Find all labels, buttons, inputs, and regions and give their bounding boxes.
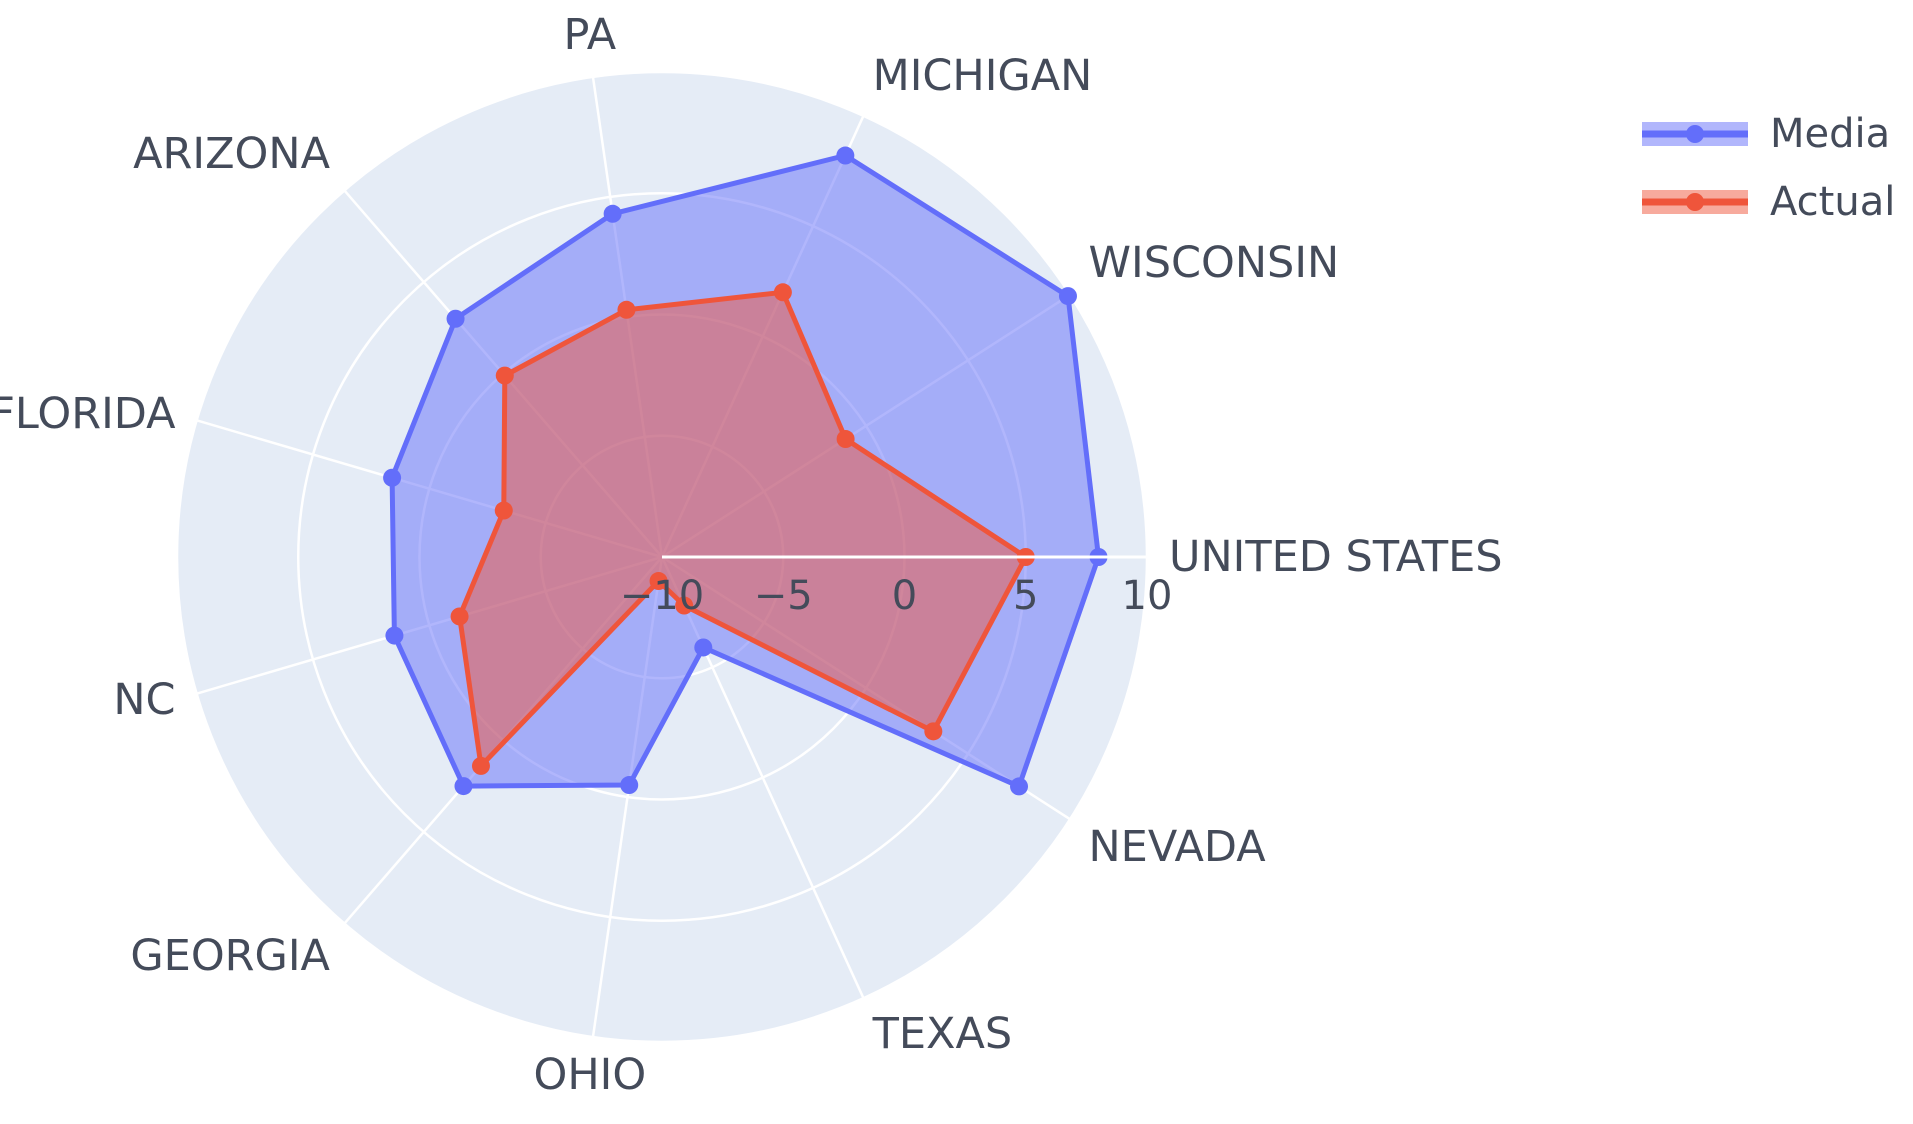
legend-item-actual[interactable]: Actual bbox=[1640, 168, 1895, 236]
legend-swatch-actual bbox=[1642, 190, 1748, 214]
data-point-actual[interactable] bbox=[494, 501, 513, 520]
data-point-media[interactable] bbox=[454, 777, 473, 796]
category-label: NC bbox=[113, 675, 175, 725]
data-point-media[interactable] bbox=[385, 626, 404, 645]
data-point-media[interactable] bbox=[1058, 287, 1077, 306]
series-line-media bbox=[389, 153, 1101, 789]
legend-swatch-media bbox=[1642, 122, 1748, 146]
radial-tick-label: −10 bbox=[620, 573, 704, 619]
data-point-actual[interactable] bbox=[649, 572, 668, 591]
data-point-media[interactable] bbox=[446, 309, 465, 328]
data-point-actual[interactable] bbox=[924, 722, 943, 741]
category-label: TEXAS bbox=[872, 1009, 1013, 1059]
radial-axis: −10 −5 0 5 10 bbox=[620, 555, 1173, 619]
radial-tick-label: 5 bbox=[1013, 573, 1038, 619]
legend-label-media: Media bbox=[1770, 111, 1891, 157]
legend: Media Actual bbox=[1640, 100, 1895, 236]
data-point-actual[interactable] bbox=[617, 300, 636, 319]
category-label: GEORGIA bbox=[130, 931, 330, 981]
data-point-actual[interactable] bbox=[495, 366, 514, 385]
data-point-media[interactable] bbox=[620, 776, 639, 795]
series-layer bbox=[383, 146, 1108, 796]
data-point-actual[interactable] bbox=[450, 607, 469, 626]
data-point-actual[interactable] bbox=[773, 283, 792, 302]
data-point-media[interactable] bbox=[694, 638, 713, 657]
series-line-actual bbox=[457, 289, 1029, 769]
category-label: OHIO bbox=[533, 1050, 646, 1100]
data-point-media[interactable] bbox=[603, 204, 622, 223]
data-point-media[interactable] bbox=[383, 468, 402, 487]
data-point-media[interactable] bbox=[836, 146, 855, 165]
data-point-actual[interactable] bbox=[675, 596, 694, 615]
category-label: FLORIDA bbox=[0, 389, 176, 439]
category-label: WISCONSIN bbox=[1089, 238, 1340, 288]
data-point-media[interactable] bbox=[1010, 777, 1029, 796]
category-label: UNITED STATES bbox=[1169, 532, 1503, 582]
legend-label-actual: Actual bbox=[1770, 179, 1896, 225]
legend-item-media[interactable]: Media bbox=[1640, 100, 1895, 168]
category-label: PA bbox=[564, 10, 617, 60]
radial-tick-label: −5 bbox=[754, 573, 813, 619]
data-point-actual[interactable] bbox=[836, 430, 855, 449]
category-label: ARIZONA bbox=[133, 129, 330, 179]
category-label: NEVADA bbox=[1089, 822, 1267, 872]
category-labels: UNITED STATES WISCONSIN MICHIGAN PA ARIZONA F… bbox=[0, 10, 1503, 1100]
category-label: MICHIGAN bbox=[873, 51, 1093, 101]
data-point-actual[interactable] bbox=[471, 756, 490, 775]
radial-tick-label: 0 bbox=[892, 573, 917, 619]
series-area-actual bbox=[459, 292, 1026, 766]
radial-tick-label: 10 bbox=[1122, 573, 1173, 619]
